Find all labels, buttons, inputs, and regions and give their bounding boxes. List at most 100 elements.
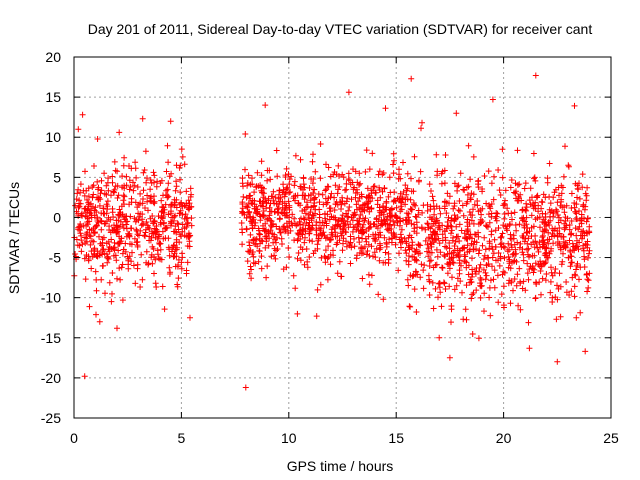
data-point [382, 105, 389, 112]
data-point [437, 210, 444, 217]
data-point [407, 196, 414, 203]
y-tick-label: -5 [49, 250, 62, 266]
data-point [76, 203, 83, 210]
data-point [580, 247, 587, 254]
data-point [446, 245, 453, 252]
data-point [399, 194, 406, 201]
data-point [324, 276, 331, 283]
data-point [297, 156, 304, 163]
y-tick-label: -15 [41, 330, 61, 346]
data-point [283, 220, 290, 227]
data-point [240, 193, 247, 200]
data-point [428, 231, 434, 238]
data-point [468, 217, 475, 224]
data-point [89, 203, 96, 210]
data-point [337, 198, 344, 205]
data-point [336, 183, 343, 190]
data-point [345, 224, 352, 231]
data-point [339, 216, 346, 223]
data-point [85, 193, 92, 200]
data-point [245, 248, 252, 255]
data-point [278, 229, 284, 236]
data-point [146, 225, 153, 232]
data-point [520, 257, 527, 264]
data-point [332, 233, 339, 240]
data-point [426, 263, 433, 269]
data-point [140, 169, 147, 176]
data-point [543, 244, 550, 251]
data-point [467, 195, 474, 201]
data-point [567, 231, 574, 238]
data-point [470, 290, 477, 296]
data-point [497, 234, 504, 241]
data-point [247, 263, 254, 270]
data-point [438, 170, 445, 177]
data-point [78, 237, 85, 244]
data-point [399, 238, 406, 245]
data-point [335, 218, 342, 225]
data-point [75, 224, 82, 231]
data-point [429, 193, 436, 200]
data-point [507, 184, 514, 191]
data-point [119, 250, 126, 257]
data-point [415, 241, 422, 248]
data-point [481, 234, 488, 241]
x-tick-label: 10 [281, 430, 297, 446]
data-point [418, 125, 424, 132]
data-point [364, 185, 371, 192]
data-point [396, 250, 402, 257]
data-point [579, 235, 585, 242]
data-point [453, 110, 460, 117]
data-point [471, 201, 478, 208]
data-point [451, 180, 458, 187]
data-point [357, 204, 364, 211]
data-point [457, 170, 464, 177]
data-point [470, 246, 477, 253]
data-point [357, 180, 364, 187]
data-point [513, 282, 520, 289]
data-point [134, 231, 141, 238]
data-point [538, 198, 545, 205]
data-point [126, 163, 132, 169]
y-tick-label: 20 [45, 49, 61, 65]
data-point [170, 253, 177, 260]
data-point [523, 200, 530, 207]
data-point [246, 270, 253, 277]
data-point [122, 240, 129, 247]
data-point [184, 220, 191, 227]
data-point [411, 286, 418, 293]
data-point [482, 276, 489, 283]
data-point [413, 214, 420, 220]
data-point [254, 169, 261, 176]
data-point [304, 264, 311, 271]
data-point [538, 205, 545, 212]
data-point [310, 212, 317, 219]
data-point [548, 269, 555, 276]
data-point [267, 200, 274, 207]
data-point [139, 115, 146, 122]
data-point [263, 274, 270, 281]
data-point [398, 226, 405, 233]
data-point [528, 224, 535, 231]
data-point [481, 173, 488, 179]
data-point [366, 192, 373, 199]
data-point [186, 200, 193, 207]
data-point [537, 244, 543, 251]
data-point [151, 253, 157, 260]
data-point [576, 239, 583, 246]
data-point [494, 210, 501, 217]
data-point [268, 222, 274, 229]
data-point [323, 220, 330, 227]
data-point [424, 220, 431, 227]
data-point [567, 253, 574, 260]
y-tick-label: 10 [45, 129, 61, 145]
data-point [435, 294, 441, 301]
data-point [88, 212, 95, 219]
data-point [525, 245, 532, 252]
data-point [407, 303, 414, 310]
data-point [460, 212, 467, 219]
data-point [99, 263, 106, 269]
data-point [405, 253, 412, 259]
data-point [314, 286, 321, 293]
data-point [464, 223, 471, 230]
